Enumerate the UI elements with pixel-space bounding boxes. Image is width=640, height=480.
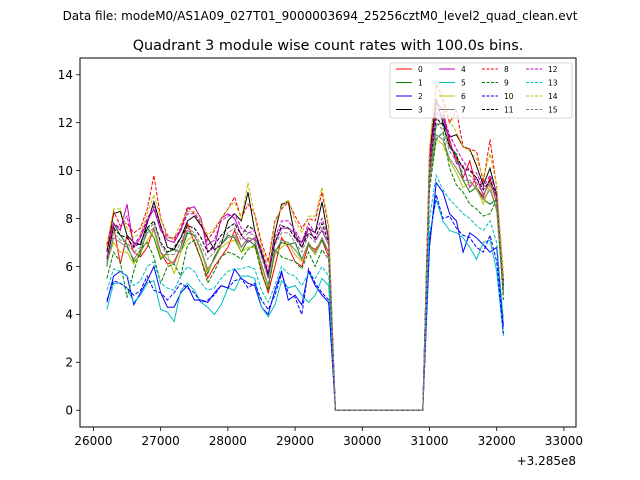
series-line-11 bbox=[106, 116, 504, 411]
legend-label-15: 15 bbox=[548, 105, 558, 114]
series-layer bbox=[106, 79, 504, 411]
x-tick-label: 32000 bbox=[478, 434, 516, 448]
ticks-layer: 26000 27000 28000 29000 30000 31000 32000 33000… bbox=[58, 68, 583, 448]
x-tick-label: 28000 bbox=[209, 434, 247, 448]
y-tick-label: 10 bbox=[58, 164, 73, 178]
legend-label-1: 1 bbox=[418, 78, 423, 87]
plot-frame bbox=[79, 57, 577, 428]
x-tick-label: 31000 bbox=[410, 434, 448, 448]
legend-label-12: 12 bbox=[548, 65, 558, 74]
series-line-6 bbox=[106, 138, 504, 411]
x-tick-label: 26000 bbox=[74, 434, 112, 448]
y-tick-label: 2 bbox=[65, 356, 73, 370]
x-tick-label: 33000 bbox=[545, 434, 583, 448]
legend-label-3: 3 bbox=[418, 105, 423, 114]
series-line-2 bbox=[106, 181, 504, 411]
x-tick-label: 27000 bbox=[142, 434, 180, 448]
legend-label-11: 11 bbox=[504, 105, 514, 114]
series-line-5 bbox=[106, 199, 504, 411]
legend-label-2: 2 bbox=[418, 92, 423, 101]
series-line-9 bbox=[106, 131, 504, 411]
legend-label-7: 7 bbox=[461, 105, 466, 114]
x-offset-label: +3.285e8 bbox=[517, 454, 576, 468]
x-tick-label: 30000 bbox=[343, 434, 381, 448]
series-line-0 bbox=[106, 102, 504, 411]
legend-label-0: 0 bbox=[418, 65, 423, 74]
legend-label-14: 14 bbox=[548, 92, 558, 101]
y-tick-label: 4 bbox=[65, 308, 73, 322]
legend-label-9: 9 bbox=[504, 78, 509, 87]
y-tick-label: 8 bbox=[65, 212, 73, 226]
legend-label-6: 6 bbox=[461, 92, 466, 101]
chart-title: Quadrant 3 module wise count rates with … bbox=[133, 38, 524, 54]
suptitle: Data file: modeM0/AS1A09_027T01_90000036… bbox=[63, 9, 578, 23]
series-line-1 bbox=[106, 122, 504, 411]
x-tick-label: 29000 bbox=[276, 434, 314, 448]
series-line-12 bbox=[106, 107, 504, 411]
y-tick-label: 0 bbox=[65, 404, 73, 418]
series-line-10 bbox=[106, 194, 504, 411]
legend-frame bbox=[389, 62, 573, 119]
legend-label-13: 13 bbox=[548, 78, 558, 87]
legend-label-4: 4 bbox=[461, 65, 466, 74]
legend-label-8: 8 bbox=[504, 65, 509, 74]
y-tick-label: 12 bbox=[58, 116, 73, 130]
legend-label-5: 5 bbox=[461, 78, 466, 87]
series-line-13 bbox=[106, 173, 504, 411]
legend-label-10: 10 bbox=[504, 92, 514, 101]
y-tick-label: 14 bbox=[58, 68, 73, 82]
y-tick-label: 6 bbox=[65, 260, 73, 274]
series-line-15 bbox=[106, 121, 504, 411]
series-line-7 bbox=[106, 133, 504, 411]
